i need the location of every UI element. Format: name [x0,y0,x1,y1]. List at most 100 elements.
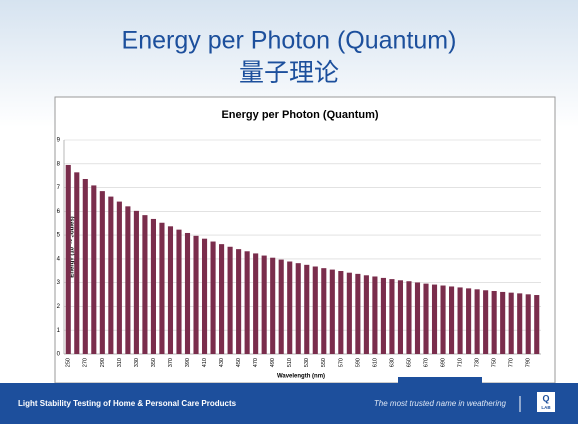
bar [355,273,361,354]
x-tick-label: 690 [440,358,446,367]
bar [82,178,88,354]
bar [312,266,318,354]
x-tick-label: 670 [423,358,429,367]
bar [108,196,114,354]
x-tick-label: 450 [236,358,242,367]
x-tick-label: 510 [287,358,293,367]
x-tick-label: 610 [372,358,378,367]
footer-right: The most trusted name in weathering [374,399,507,408]
x-tick-label: 490 [270,358,276,367]
bar [534,295,540,354]
y-tick-label: 8 [57,161,61,167]
bar [321,268,327,354]
x-tick-label: 650 [406,358,412,367]
x-tick-label: 730 [475,358,481,367]
x-tick-label: 530 [304,358,310,367]
bar [227,246,233,354]
bar [414,282,421,354]
bar [133,210,139,354]
x-tick-label: 750 [492,358,498,367]
x-tick-label: 350 [151,358,157,367]
bar [193,235,199,354]
bar [389,279,395,354]
bar [159,222,165,354]
x-tick-label: 790 [526,358,532,367]
logo-lab: LAB [541,405,551,410]
logo-q: Q [542,393,549,403]
x-tick-label: 590 [355,358,361,367]
bar [329,269,335,354]
y-tick-label: 0 [57,352,61,358]
bar [304,264,310,354]
x-tick-label: 250 [66,358,72,367]
x-tick-label: 370 [168,358,174,367]
x-tick-label: 630 [389,358,395,367]
bar [440,285,446,354]
x-tick-label: 470 [253,358,259,367]
x-tick-label: 570 [338,358,344,367]
footer-left: Light Stability Testing of Home & Person… [18,399,237,408]
bar [244,251,250,354]
bar [253,253,259,354]
bar [508,292,514,354]
y-tick-label: 3 [57,280,61,286]
y-tick-label: 6 [57,209,61,215]
footer-bar [0,383,578,424]
bar [380,277,386,354]
bar [338,271,344,354]
bar [74,172,80,354]
x-tick-label: 430 [219,358,225,367]
bar [167,226,174,354]
x-tick-label: 270 [83,358,89,367]
plot: 0 1 2 3 4 5 6 7 8 9 250 270 290 310 330 350 370 390 410 430… [57,138,541,367]
bar [457,287,463,354]
bar [517,293,523,354]
bar [261,255,267,354]
bar [346,272,352,354]
bar [219,244,225,354]
bar [466,288,472,354]
bar [397,280,404,354]
bar [491,290,497,354]
slide-subtitle: 量子理论 [239,58,339,87]
bar [99,191,105,354]
x-tick-label: 550 [321,358,327,367]
bar [431,284,438,354]
x-tick-label: 330 [134,358,140,367]
bar [278,259,284,354]
x-tick-label: 310 [117,358,123,367]
bar [150,218,156,354]
bar [236,249,242,354]
x-tick-label: 290 [100,358,106,367]
bar [125,206,131,354]
x-tick-label: 390 [185,358,191,367]
x-tick-label: 410 [202,358,208,367]
bar [201,238,208,354]
bar [423,283,429,354]
y-axis-label: Energy (10⁻¹⁹ Joules) [69,216,76,277]
chart-title: Energy per Photon (Quantum) [221,109,378,121]
bar [483,290,489,354]
bar [449,286,455,354]
bar [65,164,71,354]
bar [287,261,293,354]
bar [500,291,506,354]
y-tick-label: 1 [57,328,61,334]
bar [184,232,191,354]
bar [406,281,412,354]
footer-tab [398,377,482,383]
bar [142,215,148,354]
logo-box [537,392,555,412]
bar [116,201,122,354]
y-tick-label: 9 [57,138,61,144]
bar [91,185,97,354]
x-tick-label: 710 [458,358,464,367]
bar [210,241,216,354]
bar [474,289,480,354]
y-tick-label: 7 [57,185,61,191]
y-tick-label: 2 [57,304,61,310]
y-tick-label: 4 [57,256,61,262]
x-tick-label: 770 [509,358,515,367]
bar [270,257,276,354]
